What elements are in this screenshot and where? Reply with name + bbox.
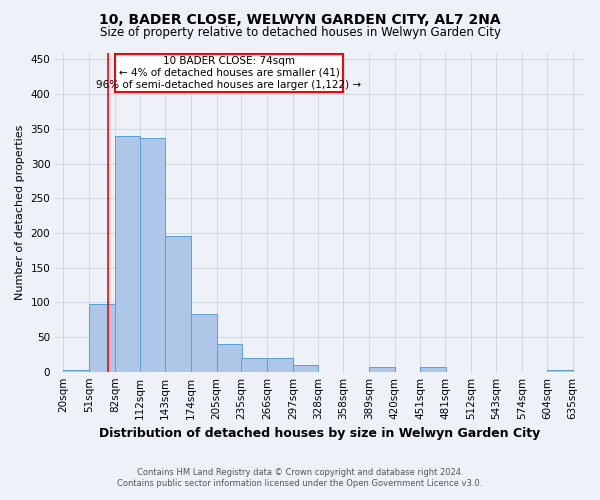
- Bar: [217, 344, 242, 372]
- Text: Contains HM Land Registry data © Crown copyright and database right 2024.
Contai: Contains HM Land Registry data © Crown c…: [118, 468, 482, 487]
- Y-axis label: Number of detached properties: Number of detached properties: [15, 124, 25, 300]
- Text: 10, BADER CLOSE, WELWYN GARDEN CITY, AL7 2NA: 10, BADER CLOSE, WELWYN GARDEN CITY, AL7…: [99, 12, 501, 26]
- Bar: [547, 370, 572, 372]
- Bar: [165, 236, 191, 372]
- Bar: [420, 367, 446, 372]
- Bar: [369, 367, 395, 372]
- Bar: [267, 358, 293, 372]
- Bar: [115, 136, 140, 372]
- Bar: [140, 138, 165, 372]
- Bar: [241, 358, 267, 372]
- Bar: [191, 314, 217, 372]
- FancyBboxPatch shape: [115, 54, 343, 92]
- X-axis label: Distribution of detached houses by size in Welwyn Garden City: Distribution of detached houses by size …: [100, 427, 541, 440]
- Text: 10 BADER CLOSE: 74sqm
← 4% of detached houses are smaller (41)
96% of semi-detac: 10 BADER CLOSE: 74sqm ← 4% of detached h…: [97, 56, 362, 90]
- Text: Size of property relative to detached houses in Welwyn Garden City: Size of property relative to detached ho…: [100, 26, 500, 39]
- Bar: [293, 364, 319, 372]
- Bar: [64, 370, 89, 372]
- Bar: [89, 304, 115, 372]
